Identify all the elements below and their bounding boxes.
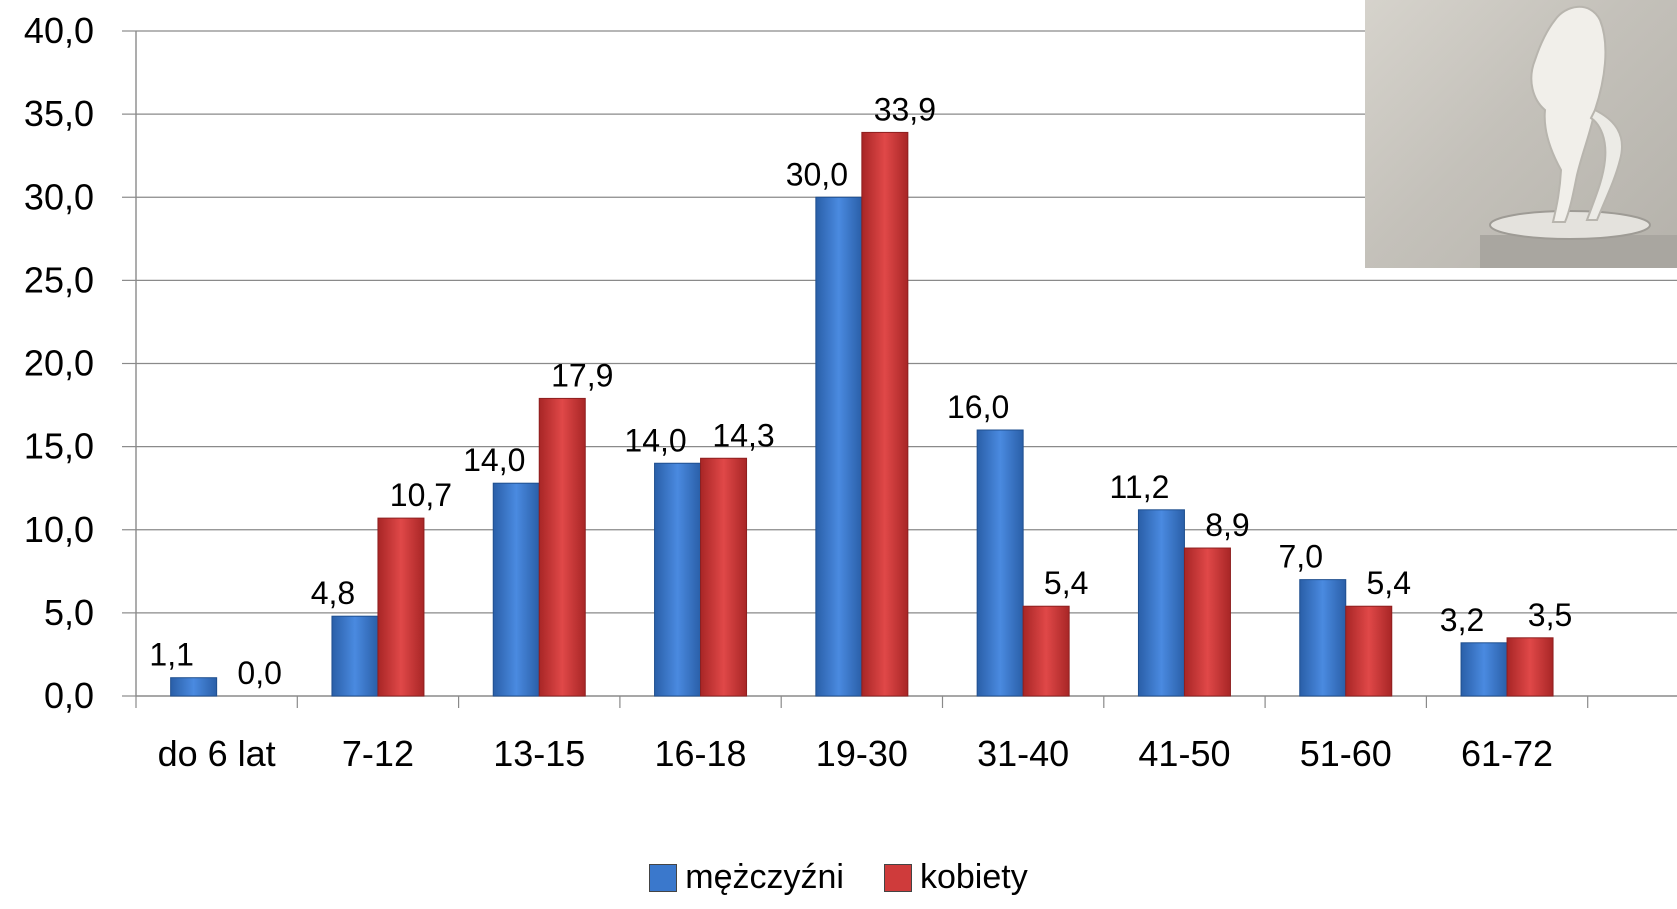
y-tick-label: 25,0 [24,259,94,300]
y-tick-label: 5,0 [44,592,94,633]
y-axis: 0,0 5,0 10,0 15,0 20,0 25,0 30,0 35,0 40,0 [24,10,137,716]
y-tick-label: 15,0 [24,426,94,467]
bar-men [1299,579,1347,697]
bar-women [861,131,909,697]
legend-label-women: kobiety [919,858,1028,896]
data-label-women: 5,4 [1044,565,1088,601]
data-label-men: 7,0 [1279,539,1323,575]
y-tick-label: 35,0 [24,93,94,134]
data-label-women: 0,0 [237,655,281,691]
x-tick-label: 7-12 [342,733,414,774]
x-tick-label: do 6 lat [158,733,276,774]
bar-women [700,457,748,697]
x-axis: do 6 lat 7-12 13-15 16-18 19-30 31-40 41-50 51-… [135,695,1677,774]
data-label-women: 17,9 [551,357,613,393]
bar-men [654,462,702,697]
x-tick-label: 51-60 [1300,733,1392,774]
legend-item-women: kobiety [883,858,1028,897]
bar-men [331,615,379,697]
x-tick-label: 16-18 [655,733,747,774]
bar-women [538,397,586,697]
data-label-women: 14,3 [712,417,774,453]
y-tick-label: 20,0 [24,343,94,384]
legend-swatch-red-icon [883,863,912,892]
bar-women [1022,605,1070,697]
data-label-men: 30,0 [786,156,848,192]
bar-men [976,429,1024,697]
data-label-men: 4,8 [311,575,355,611]
x-tick-label: 41-50 [1138,733,1230,774]
bar-women [1506,637,1554,697]
data-labels: 1,1 0,0 4,8 10,7 14,0 17,9 14,0 14,3 30,0 33,9 16,… [149,91,1572,691]
bar-men [1137,509,1185,697]
y-tick-label: 0,0 [44,675,94,716]
discobolus-statue-photo-icon [1365,0,1677,268]
legend-swatch-blue-icon [649,863,678,892]
bar-men [1460,642,1508,697]
data-label-women: 5,4 [1367,565,1411,601]
bars [170,131,1554,697]
x-tick-label: 13-15 [493,733,585,774]
bar-men [492,482,540,697]
data-label-women: 33,9 [874,91,936,127]
y-tick-label: 40,0 [24,10,94,51]
bar-women [377,517,425,697]
data-label-men: 14,0 [463,442,525,478]
x-tick-label: 61-72 [1461,733,1553,774]
data-label-men: 3,2 [1440,602,1484,638]
bar-women [1345,605,1393,697]
y-tick-label: 30,0 [24,176,94,217]
legend-label-men: mężczyźni [685,858,844,896]
legend-item-men: mężczyźni [649,858,844,897]
legend: mężczyźni kobiety [0,858,1677,897]
bar-men [170,677,218,697]
data-label-women: 8,9 [1205,507,1249,543]
x-tick-label: 19-30 [816,733,908,774]
bar-women [1183,547,1231,697]
data-label-men: 11,2 [1109,469,1169,505]
data-label-men: 14,0 [624,422,686,458]
data-label-men: 16,0 [947,389,1009,425]
data-label-women: 3,5 [1528,597,1572,633]
bar-men [815,196,863,697]
x-tick-label: 31-40 [977,733,1069,774]
data-label-women: 10,7 [390,477,452,513]
data-label-men: 1,1 [149,637,193,673]
y-tick-label: 10,0 [24,509,94,550]
